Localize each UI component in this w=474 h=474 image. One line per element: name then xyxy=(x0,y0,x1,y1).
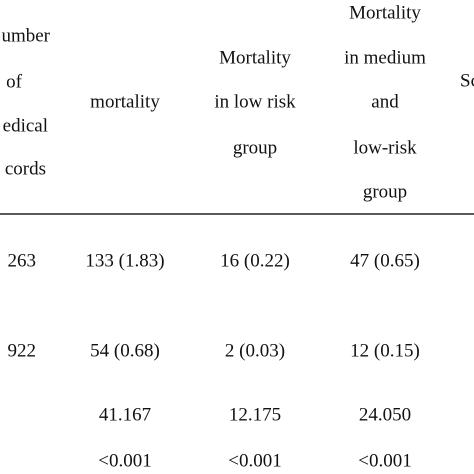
table-cell: 2 (0.03) xyxy=(225,340,285,361)
header-cell: group xyxy=(363,181,407,202)
table-cell: 41.167 xyxy=(99,404,151,425)
table-cell: 54 (0.68) xyxy=(90,340,160,361)
header-cell: low-risk xyxy=(353,137,417,158)
header-cell: cords xyxy=(5,158,46,179)
header-cell: in medium xyxy=(344,47,426,68)
header-cell: edical xyxy=(3,115,48,136)
header-cell: group xyxy=(233,137,277,158)
table-cell: 12 (0.15) xyxy=(350,340,420,361)
table-cell: 133 (1.83) xyxy=(85,250,164,271)
header-cell: Mortality xyxy=(349,2,421,23)
table-cell: <0.001 xyxy=(228,450,281,471)
table-cell: 922 xyxy=(8,340,37,361)
header-cell: Sc xyxy=(460,70,474,91)
header-cell: of xyxy=(6,71,23,92)
table-cell: 16 (0.22) xyxy=(220,250,290,271)
table-cell: <0.001 xyxy=(98,450,151,471)
table-cell: 263 xyxy=(8,250,37,271)
table-cell: <0.001 xyxy=(358,450,411,471)
table-cell: 47 (0.65) xyxy=(350,250,420,271)
header-cell: umber xyxy=(1,25,50,46)
header-cell: mortality xyxy=(90,91,160,112)
header-cell: in low risk xyxy=(214,91,296,112)
header-cell: Mortality xyxy=(219,47,291,68)
table-cell: 12.175 xyxy=(229,404,281,425)
header-cell: and xyxy=(371,91,399,112)
table-cell: 24.050 xyxy=(359,404,411,425)
